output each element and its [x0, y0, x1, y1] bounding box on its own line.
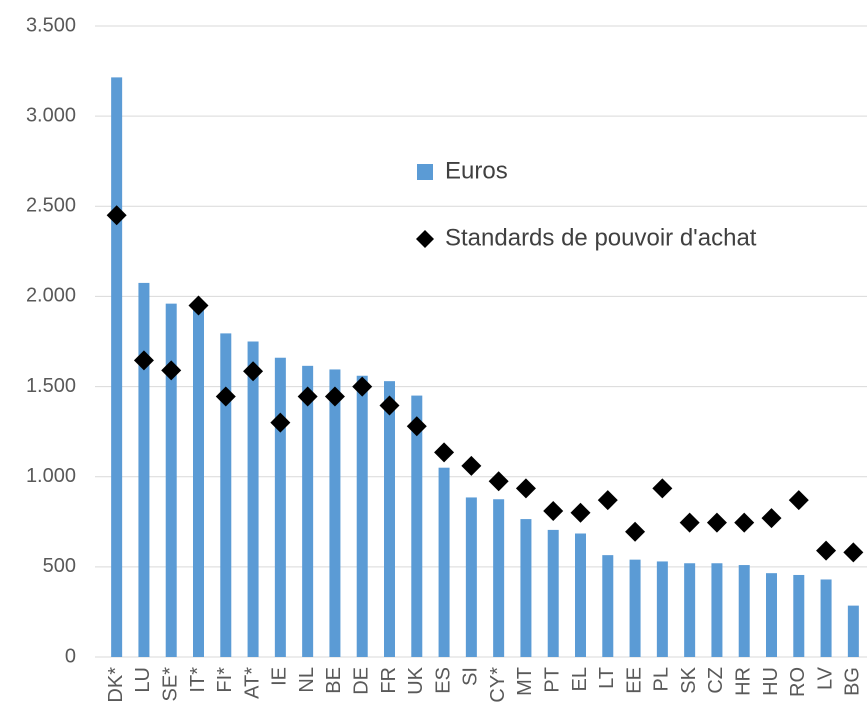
bar — [575, 533, 586, 657]
bar — [738, 565, 750, 657]
legend-swatch — [417, 164, 433, 180]
x-tick-label: BE — [323, 667, 345, 694]
x-tick-label: IE — [269, 667, 291, 686]
marker — [625, 521, 646, 542]
x-tick-label: LV — [814, 666, 836, 690]
marker — [352, 376, 373, 397]
y-tick-label: 2.500 — [26, 195, 76, 217]
marker — [734, 512, 755, 533]
x-tick-label: HU — [760, 667, 782, 696]
bar — [329, 369, 341, 657]
x-tick-label: HR — [732, 667, 754, 696]
y-tick-label: 1.000 — [26, 465, 76, 487]
marker — [106, 205, 127, 226]
bar — [438, 467, 450, 657]
bar — [274, 357, 286, 657]
marker — [543, 500, 564, 521]
bar — [766, 573, 777, 657]
x-tick-label: LT — [596, 667, 618, 689]
bar — [656, 561, 668, 657]
marker — [243, 361, 264, 382]
marker — [570, 502, 591, 523]
y-tick-label: 3.500 — [26, 14, 76, 36]
x-tick-label: IT* — [187, 667, 209, 693]
x-tick-label: PL — [651, 667, 673, 691]
bar — [847, 605, 859, 657]
y-tick-label: 0 — [65, 645, 76, 667]
marker — [434, 442, 455, 463]
marker — [324, 386, 345, 407]
bar — [138, 282, 150, 657]
marker — [297, 386, 318, 407]
bar — [602, 555, 614, 657]
marker — [133, 350, 154, 371]
x-tick-label: DK* — [105, 667, 127, 703]
legend-label: Standards de pouvoir d'achat — [445, 224, 757, 251]
bar — [520, 519, 532, 657]
x-tick-label: LU — [132, 667, 154, 693]
bar — [193, 309, 204, 657]
x-tick-label: PT — [541, 667, 563, 693]
x-tick-label: DE — [350, 667, 372, 695]
y-tick-label: 2.000 — [26, 285, 76, 307]
x-tick-label: CZ — [705, 667, 727, 694]
marker — [597, 490, 618, 511]
bar — [247, 341, 259, 657]
x-tick-label: SK — [678, 666, 700, 693]
y-tick-label: 3.000 — [26, 104, 76, 126]
y-tick-label: 500 — [43, 555, 76, 577]
x-tick-label: EL — [569, 667, 591, 691]
bar — [684, 563, 696, 657]
bar — [220, 333, 232, 657]
legend-swatch — [416, 230, 434, 248]
bar — [793, 574, 805, 657]
x-tick-label: SI — [460, 667, 482, 686]
legend-label: Euros — [445, 157, 508, 184]
marker — [788, 490, 809, 511]
bar — [111, 77, 123, 658]
marker — [761, 508, 782, 529]
bar — [356, 375, 368, 657]
marker — [188, 295, 209, 316]
marker — [215, 386, 236, 407]
marker — [488, 471, 509, 492]
marker — [406, 416, 427, 437]
marker — [843, 542, 864, 563]
x-tick-label: ES — [432, 667, 454, 694]
bar — [384, 381, 395, 657]
x-tick-label: NL — [296, 667, 318, 693]
marker — [161, 360, 182, 381]
x-tick-label: MT — [514, 667, 536, 696]
marker — [679, 512, 700, 533]
x-tick-label: CY* — [487, 667, 509, 703]
bar — [820, 579, 832, 657]
x-tick-label: FI* — [214, 667, 236, 693]
bar — [165, 303, 177, 657]
marker — [461, 455, 482, 476]
x-tick-label: AT* — [241, 667, 263, 699]
x-tick-label: BG — [842, 667, 864, 696]
bar — [547, 529, 559, 657]
x-tick-label: SE* — [159, 667, 181, 702]
bar — [411, 395, 423, 657]
bar — [302, 365, 314, 657]
y-tick-label: 1.500 — [26, 375, 76, 397]
bar — [711, 563, 723, 657]
marker — [816, 540, 837, 561]
bar — [493, 499, 505, 657]
x-tick-label: RO — [787, 667, 809, 697]
x-tick-label: FR — [378, 667, 400, 694]
x-tick-label: UK — [405, 666, 427, 694]
bar — [465, 497, 477, 657]
marker — [706, 512, 727, 533]
marker — [652, 478, 673, 499]
marker — [515, 478, 536, 499]
bar — [629, 559, 641, 657]
marker — [379, 395, 400, 416]
marker — [270, 412, 291, 433]
x-tick-label: EE — [623, 667, 645, 694]
